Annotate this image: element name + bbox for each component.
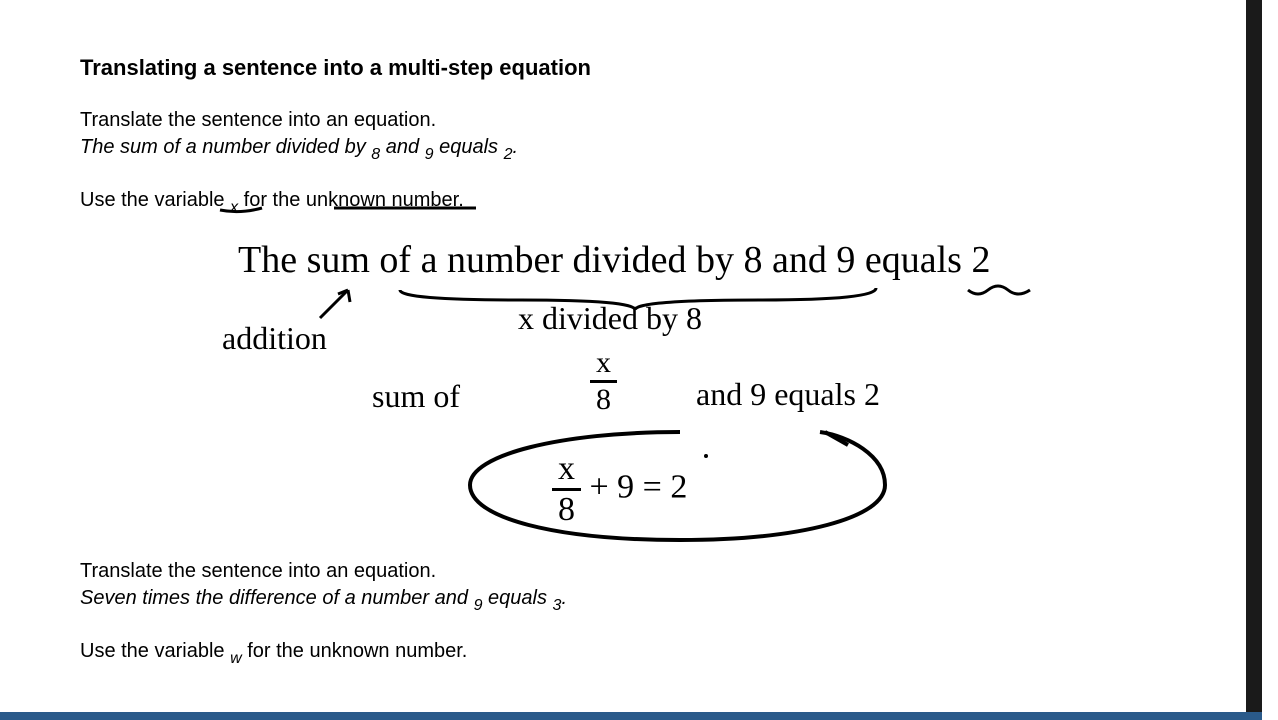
page-title: Translating a sentence into a multi-step… <box>80 55 1220 81</box>
sentence2-num: 9 <box>474 597 483 614</box>
sentence2-num: 3 <box>553 597 562 614</box>
sentence-part: equals <box>434 136 504 158</box>
right-border-dark <box>1246 0 1262 720</box>
frac-den: 8 <box>590 383 617 415</box>
handwritten-x-divided: x divided by 8 <box>518 300 702 337</box>
instruction-line-2: Translate the sentence into an equation. <box>80 560 436 582</box>
instruction-line: Translate the sentence into an equation. <box>80 109 436 131</box>
answer-rest: + 9 = 2 <box>581 468 687 505</box>
sentence-part: The sum of a number divided by <box>80 136 371 158</box>
var2-letter: w <box>230 650 242 667</box>
var-suffix: for the unknown number. <box>238 189 464 211</box>
variable-instruction: Use the variable x for the unknown numbe… <box>80 189 1220 212</box>
frac-num: x <box>590 348 617 383</box>
var2-suffix: for the unknown number. <box>242 640 468 662</box>
page-container: Translating a sentence into a multi-step… <box>0 0 1262 720</box>
sentence2-part: equals <box>482 587 552 609</box>
handwritten-answer: x 8 + 9 = 2 <box>552 452 687 527</box>
var2-prefix: Use the variable <box>80 640 230 662</box>
sentence-part: and <box>380 136 424 158</box>
handwritten-addition: addition <box>222 320 327 357</box>
problem-1: Translating a sentence into a multi-step… <box>80 55 1220 212</box>
problem-2: Translate the sentence into an equation.… <box>80 558 1180 663</box>
answer-frac-den: 8 <box>552 491 581 527</box>
variable-instruction-2: Use the variable w for the unknown numbe… <box>80 640 1180 663</box>
sentence-period: . <box>513 136 519 158</box>
handwritten-frac-1: x 8 <box>590 348 617 415</box>
handwritten-and-9-eq-2: and 9 equals 2 <box>696 376 880 413</box>
sentence-num: 8 <box>371 146 380 163</box>
instruction-text: Translate the sentence into an equation.… <box>80 107 1220 161</box>
sentence2-period: . <box>561 587 567 609</box>
var-letter: x <box>230 199 238 216</box>
handwritten-sentence: The sum of a number divided by 8 and 9 e… <box>238 238 990 282</box>
handwritten-sum-of: sum of <box>372 378 460 415</box>
sentence-num: 2 <box>504 146 513 163</box>
answer-frac-num: x <box>552 452 581 491</box>
sentence2-part: Seven times the difference of a number a… <box>80 587 474 609</box>
var-prefix: Use the variable <box>80 189 230 211</box>
instruction-text-2: Translate the sentence into an equation.… <box>80 558 1180 612</box>
bottom-border <box>0 712 1262 720</box>
sentence-num: 9 <box>425 146 434 163</box>
